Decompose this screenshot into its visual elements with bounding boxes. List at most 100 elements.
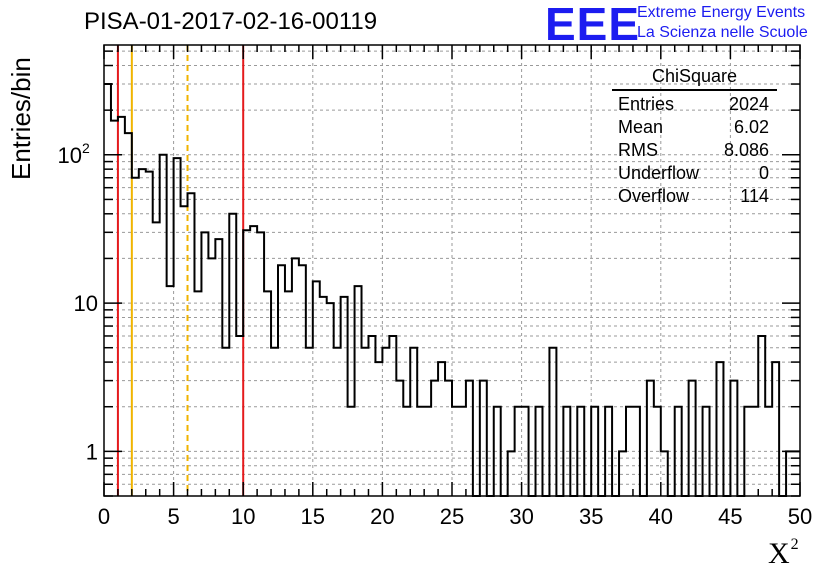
- histogram-bin: [716, 362, 723, 496]
- histogram-bin: [313, 281, 320, 496]
- stats-value: 2024: [728, 94, 769, 114]
- stats-value: 0: [758, 163, 769, 183]
- histogram-bin: [396, 381, 403, 496]
- histogram-bin: [536, 407, 543, 496]
- histogram-bin: [334, 348, 341, 496]
- histogram-bin: [765, 407, 772, 496]
- x-tick-label: 20: [370, 504, 394, 529]
- histogram-outline: [104, 83, 800, 497]
- histogram-bin: [153, 222, 160, 496]
- stats-title: ChiSquare: [612, 66, 777, 91]
- stats-row-rms: RMS 8.086: [612, 139, 777, 162]
- eee-logo: EEE: [545, 0, 641, 50]
- x-tick-label: 5: [167, 504, 179, 529]
- histogram-bin: [452, 407, 459, 496]
- histogram-bin: [654, 407, 661, 496]
- histogram-bin: [375, 362, 382, 496]
- histogram-bin: [292, 258, 299, 496]
- stats-label: Underflow: [618, 163, 700, 183]
- histogram-bin: [389, 336, 396, 496]
- stats-label: RMS: [618, 140, 658, 160]
- histogram-bin: [689, 381, 696, 496]
- histogram-bin: [605, 407, 612, 496]
- histogram-bin: [703, 407, 710, 496]
- histogram-bin: [619, 451, 626, 496]
- x-tick-label: 45: [718, 504, 742, 529]
- stats-row-overflow: Overflow 114: [612, 185, 777, 208]
- histogram-bin: [661, 451, 668, 496]
- histogram-bin: [368, 336, 375, 496]
- x-tick-label: 50: [788, 504, 812, 529]
- histogram-bin: [438, 362, 445, 496]
- histogram-bin: [459, 407, 466, 496]
- histogram-bin: [271, 348, 278, 496]
- histogram-bin: [341, 297, 348, 496]
- stats-label: Overflow: [618, 186, 690, 206]
- x-tick-label: 10: [231, 504, 255, 529]
- x-axis-label: X2: [768, 536, 799, 571]
- stats-row-mean: Mean 6.02: [612, 116, 777, 139]
- histogram-bin: [591, 407, 598, 496]
- histogram-bin: [278, 265, 285, 496]
- histogram-bin: [229, 214, 236, 496]
- stats-label: Entries: [618, 94, 675, 114]
- histogram-bin: [208, 258, 215, 496]
- histogram-bin: [146, 172, 153, 496]
- histogram-bin: [424, 407, 431, 496]
- histogram-bin: [355, 286, 362, 496]
- histogram-bin: [174, 158, 181, 496]
- histogram-bin: [675, 407, 682, 496]
- histogram-bin: [633, 407, 640, 496]
- histogram-bin: [515, 407, 522, 496]
- histogram-bin: [160, 155, 167, 496]
- brand-line-2: La Scienza nelle Scuole: [637, 24, 808, 41]
- histogram-bin: [264, 291, 271, 496]
- y-tick-label: 10: [74, 291, 98, 316]
- histogram-bin: [250, 226, 257, 496]
- x-tick-label: 0: [98, 504, 110, 529]
- histogram-bin: [577, 407, 584, 496]
- x-axis-label-base: X: [768, 537, 790, 570]
- x-tick-label: 15: [301, 504, 325, 529]
- histogram-bin: [299, 265, 306, 496]
- histogram-bin: [758, 336, 765, 496]
- histogram-bin: [257, 232, 264, 496]
- histogram-bin: [181, 206, 188, 496]
- histogram-bin: [348, 407, 355, 496]
- histogram-bin: [445, 381, 452, 496]
- histogram-bin: [494, 407, 501, 496]
- histogram-bin: [236, 336, 243, 496]
- histogram-bin: [626, 407, 633, 496]
- x-tick-label: 25: [440, 504, 464, 529]
- histogram-bin: [139, 169, 146, 496]
- histogram-bin: [751, 407, 758, 496]
- x-tick-label: 35: [579, 504, 603, 529]
- y-tick-label: 1: [86, 439, 98, 464]
- histogram-bin: [730, 381, 737, 496]
- histogram-bin: [417, 407, 424, 496]
- histogram-bin: [403, 407, 410, 496]
- y-tick-label: 10: [58, 143, 82, 168]
- histogram-bin: [285, 291, 292, 496]
- stats-row-underflow: Underflow 0: [612, 162, 777, 185]
- histogram-bin: [104, 84, 111, 496]
- histogram-bin: [522, 407, 529, 496]
- y-axis-label: Entries/bin: [6, 57, 36, 180]
- stats-box: ChiSquare Entries 2024 Mean 6.02 RMS 8.0…: [612, 66, 777, 208]
- histogram-bin: [410, 348, 417, 496]
- histogram-bin: [215, 239, 222, 496]
- histogram-bin: [563, 407, 570, 496]
- histogram-bin: [188, 193, 195, 496]
- histogram-bin: [222, 348, 229, 496]
- histogram-bin: [118, 117, 125, 496]
- histogram-bin: [306, 348, 313, 496]
- chart-title: PISA-01-2017-02-16-00119: [84, 8, 378, 35]
- histogram-bin: [194, 291, 201, 496]
- histogram-bin: [508, 451, 515, 496]
- histogram-bin: [466, 381, 473, 496]
- brand-line-1: Extreme Energy Events: [637, 4, 806, 21]
- histogram-bin: [480, 381, 487, 496]
- histogram-bars: [104, 83, 800, 497]
- histogram-bin: [647, 381, 654, 496]
